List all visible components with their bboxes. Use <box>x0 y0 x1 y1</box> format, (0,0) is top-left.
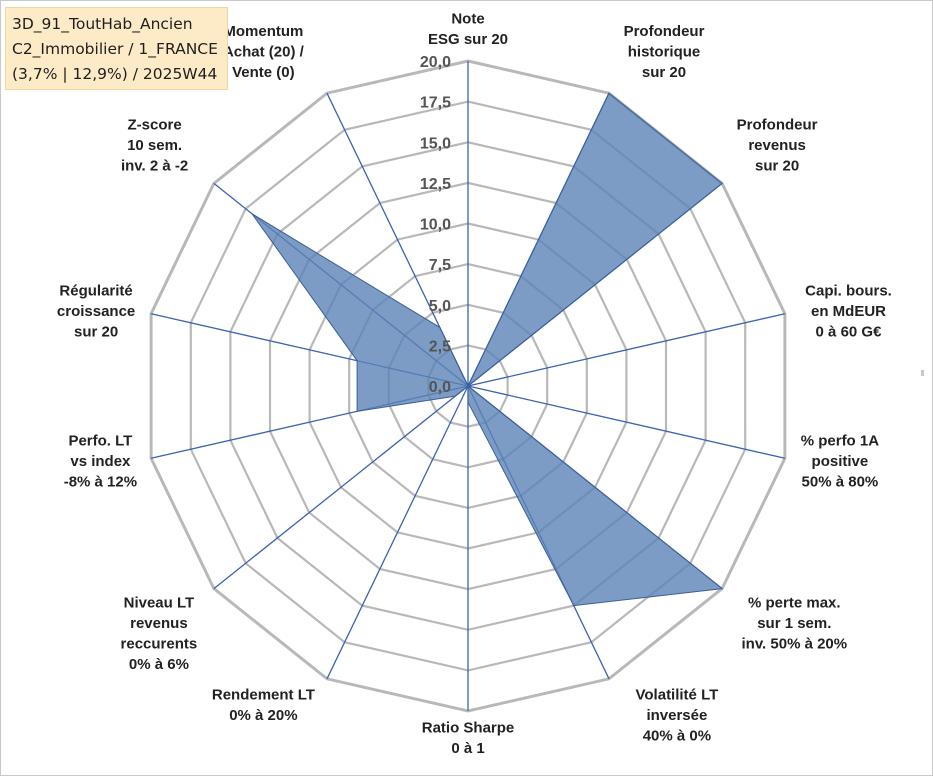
axis-label: Note ESG sur 20 <box>428 10 508 48</box>
axis-labels: Note ESG sur 20 Profondeur historique sur 20… <box>57 10 892 757</box>
info-line-2: C2_Immobilier / 1_FRANCE <box>12 40 218 58</box>
axis-label-line: vs index <box>70 453 131 470</box>
axis-label-line: 0 à 1 <box>451 740 484 757</box>
tick-label: 20,0 <box>420 54 451 71</box>
scroll-indicator <box>921 370 924 376</box>
axis-label: Ratio Sharpe 0 à 1 <box>422 719 515 757</box>
axis-label: % perte max. sur 1 sem. inv. 50% à 20% <box>741 595 847 653</box>
axis-label-line: Rendement LT <box>212 687 315 704</box>
axis-label-line: Niveau LT <box>124 595 195 612</box>
tick-label: 12,5 <box>420 176 451 193</box>
axis-label-line: Ratio Sharpe <box>422 719 515 736</box>
axis-label: Capi. bours. en MdEUR 0 à 60 G€ <box>805 283 892 341</box>
tick-label: 7,5 <box>429 257 451 274</box>
axis-label-line: Volatilité LT <box>636 687 719 704</box>
axis-label: % perfo 1A positive 50% à 80% <box>801 433 880 491</box>
tick-label: 17,5 <box>420 95 451 112</box>
axis-label: Rendement LT 0% à 20% <box>212 687 315 725</box>
axis-label-line: ESG sur 20 <box>428 31 508 48</box>
spoke-line <box>213 385 469 590</box>
axis-label-line: % perte max. <box>748 595 841 612</box>
info-line-3: (3,7% | 12,9%) / 2025W44 <box>12 65 218 83</box>
axis-label-line: sur 20 <box>642 64 686 81</box>
axis-label-line: Vente (0) <box>232 64 295 81</box>
axis-label-line: Profondeur <box>624 23 705 40</box>
axis-label-line: positive <box>812 453 869 470</box>
axis-label-line: Note <box>451 10 484 27</box>
axis-label-line: en MdEUR <box>811 303 886 320</box>
axis-label-line: 0% à 20% <box>229 707 297 724</box>
axis-label: Volatilité LT inversée 40% à 0% <box>636 687 719 745</box>
axis-label-line: Momentum <box>223 23 303 40</box>
axis-label: Z-score 10 sem. inv. 2 à -2 <box>121 117 188 175</box>
axis-label-line: croissance <box>57 303 135 320</box>
axis-label-line: Perfo. LT <box>68 433 132 450</box>
axis-label-line: Régularité <box>59 283 132 300</box>
axis-label-line: Capi. bours. <box>805 283 892 300</box>
axis-label-line: Z-score <box>128 117 182 134</box>
axis-label-line: inv. 2 à -2 <box>121 158 188 175</box>
axis-label-line: 0% à 6% <box>129 656 189 673</box>
info-line-1: 3D_91_ToutHab_Ancien <box>12 15 193 33</box>
axis-label-line: Profondeur <box>737 117 818 134</box>
axis-label-line: sur 20 <box>74 324 118 341</box>
axis-label-line: reccurents <box>121 636 198 653</box>
tick-label: 15,0 <box>420 135 451 152</box>
axis-label: Profondeur historique sur 20 <box>624 23 705 81</box>
axis-label-line: -8% à 12% <box>64 474 137 491</box>
series-area <box>251 92 724 607</box>
radial-tick-labels: 0,0 2,5 5,0 7,5 10,0 12,5 15,0 17,5 20,0 <box>420 54 451 396</box>
axis-label-line: revenus <box>130 615 188 632</box>
tick-label: 2,5 <box>429 338 451 355</box>
axis-label-line: 0 à 60 G€ <box>816 324 883 341</box>
spoke-line <box>467 385 786 459</box>
spoke-line <box>326 385 469 680</box>
axis-label: Régularité croissance sur 20 <box>57 283 135 341</box>
axis-label: Momentum Achat (20) / Vente (0) <box>223 23 305 81</box>
axis-label-line: 50% à 80% <box>802 474 879 491</box>
spoke-line <box>467 313 786 387</box>
tick-label: 5,0 <box>429 298 451 315</box>
radar-series <box>251 92 724 607</box>
axis-label-line: inv. 50% à 20% <box>741 636 847 653</box>
axis-label: Niveau LT revenus reccurents 0% à 6% <box>121 595 198 674</box>
axis-label-line: 10 sem. <box>127 137 182 154</box>
axis-label-line: revenus <box>748 137 806 154</box>
axis-label: Perfo. LT vs index -8% à 12% <box>64 433 137 491</box>
axis-label-line: % perfo 1A <box>801 433 880 450</box>
axis-label-line: Achat (20) / <box>223 44 305 61</box>
axis-label-line: 40% à 0% <box>643 728 711 745</box>
axis-label-line: historique <box>628 44 701 61</box>
info-box: 3D_91_ToutHab_Ancien C2_Immobilier / 1_F… <box>5 7 228 90</box>
tick-label: 0,0 <box>429 379 451 396</box>
tick-label: 10,0 <box>420 217 451 234</box>
axis-label-line: inversée <box>646 707 707 724</box>
axis-label-line: sur 20 <box>755 158 799 175</box>
axis-label: Profondeur revenus sur 20 <box>737 117 818 175</box>
axis-label-line: sur 1 sem. <box>757 615 831 632</box>
